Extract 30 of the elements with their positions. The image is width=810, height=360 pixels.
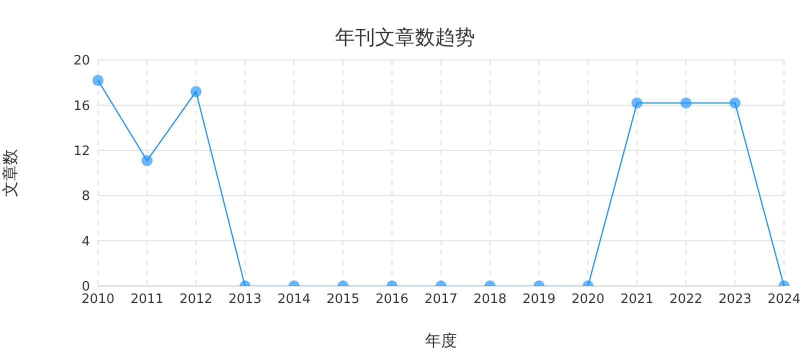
y-tick-label: 16 — [73, 98, 90, 114]
x-axis-title: 年度 — [425, 331, 457, 350]
x-tick-label: 2018 — [473, 292, 507, 308]
x-tick-label: 2016 — [375, 292, 409, 308]
y-axis-title: 文章数 — [0, 149, 20, 197]
y-tick-label: 4 — [82, 234, 90, 250]
x-tick-label: 2017 — [424, 292, 458, 308]
point — [92, 74, 104, 86]
x-tick-label: 2024 — [767, 292, 801, 308]
x-tick-label: 2014 — [277, 292, 311, 308]
x-tick-label: 2013 — [228, 292, 262, 308]
point — [680, 97, 692, 108]
x-tick-label: 2019 — [522, 292, 556, 308]
point — [632, 97, 642, 108]
chart-title: 年刊文章数趋势 — [334, 24, 476, 51]
y-tick-label: 0 — [82, 280, 90, 295]
y-tick-label: 12 — [73, 144, 90, 160]
x-tick-label: 2023 — [718, 292, 752, 308]
x-tick-label: 2011 — [130, 292, 164, 308]
y-tick-label: 8 — [82, 189, 90, 204]
x-tick-label: 2012 — [179, 292, 213, 308]
x-tick-label: 2010 — [81, 292, 115, 308]
point — [142, 155, 152, 166]
x-tick-label: 2020 — [571, 292, 605, 308]
x-tick-label: 2015 — [326, 292, 360, 308]
y-tick-label: 20 — [73, 54, 90, 69]
point — [730, 97, 740, 108]
x-tick-label: 2021 — [620, 292, 654, 308]
x-tick-label: 2022 — [669, 292, 703, 308]
point — [190, 86, 202, 98]
